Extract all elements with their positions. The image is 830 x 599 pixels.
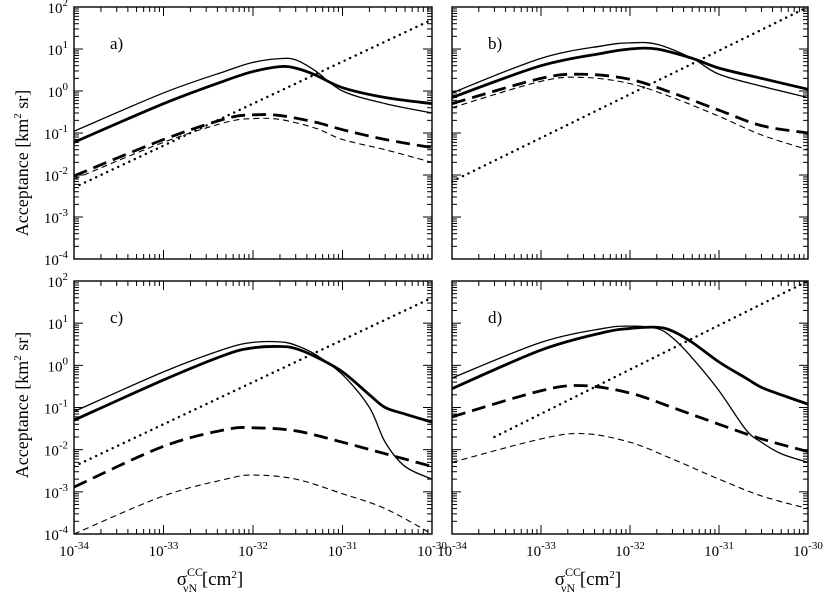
series-thin-solid bbox=[452, 41, 808, 99]
plot-frame bbox=[73, 6, 433, 260]
plot-frame bbox=[451, 280, 809, 535]
series-thin-dashed bbox=[452, 432, 808, 510]
y-tick-label: 10-1 bbox=[44, 123, 68, 143]
y-tick-label: 10-4 bbox=[44, 249, 69, 269]
series-group bbox=[452, 281, 808, 510]
series-dotted bbox=[74, 296, 432, 468]
y-tick-label: 102 bbox=[48, 0, 69, 17]
y-tick-label: 100 bbox=[48, 81, 69, 101]
series-thin-dashed bbox=[74, 117, 432, 180]
y-axis-label-top: Acceptance [km2 sr] bbox=[12, 90, 32, 236]
x-tick-label: 10-32 bbox=[615, 540, 645, 560]
y-tick-label: 102 bbox=[48, 271, 69, 291]
y-tick-label: 10-3 bbox=[44, 482, 69, 502]
y-tick-label: 10-1 bbox=[44, 398, 68, 418]
y-tick-label: 10-4 bbox=[44, 524, 69, 544]
x-axis-label-left: σCC νN [cm2] bbox=[177, 565, 243, 595]
series-thin-dashed bbox=[452, 76, 808, 151]
x-axis-label-right: σCC νN [cm2] bbox=[555, 565, 621, 595]
x-tick-label: 10-34 bbox=[59, 540, 89, 560]
x-tick-label: 10-32 bbox=[238, 540, 268, 560]
series-thick-dashed bbox=[452, 384, 808, 453]
plot-frame bbox=[451, 6, 809, 260]
plot-frame bbox=[73, 280, 433, 535]
axis-ticks bbox=[451, 281, 808, 535]
y-tick-label: 101 bbox=[48, 39, 69, 59]
panel-d: d) 10-34 10-33 10-32 10-31 10-30 bbox=[437, 280, 823, 560]
y-axis-label-bottom: Acceptance [km2 sr] bbox=[12, 332, 32, 478]
series-thick-solid bbox=[74, 65, 432, 144]
series-thick-dashed bbox=[74, 113, 432, 178]
series-dotted bbox=[493, 281, 808, 439]
axis-ticks bbox=[73, 281, 432, 535]
panel-label: c) bbox=[110, 308, 123, 327]
series-thick-solid bbox=[452, 325, 808, 406]
panel-a: a) 102 101 100 10-1 10-2 10-3 10-4 bbox=[44, 0, 433, 269]
x-tick-label: 10-30 bbox=[793, 540, 823, 560]
y-tick-label: 100 bbox=[48, 355, 69, 375]
x-tick-label: 10-33 bbox=[149, 540, 179, 560]
x-tick-label: 10-34 bbox=[437, 540, 467, 560]
series-group bbox=[74, 18, 432, 189]
series-thick-dashed bbox=[74, 426, 432, 489]
series-thin-solid bbox=[74, 57, 432, 132]
panel-label: a) bbox=[110, 34, 123, 53]
series-group bbox=[74, 296, 432, 534]
panel-label: b) bbox=[488, 34, 502, 53]
y-tick-label: 10-2 bbox=[44, 165, 68, 185]
series-thick-solid bbox=[452, 46, 808, 99]
series-thick-dashed bbox=[452, 72, 808, 135]
y-tick-label: 101 bbox=[48, 313, 69, 333]
axis-ticks bbox=[73, 7, 432, 260]
y-tick-label: 10-3 bbox=[44, 207, 69, 227]
x-tick-label: 10-33 bbox=[526, 540, 556, 560]
axis-ticks bbox=[451, 7, 808, 260]
x-tick-label: 10-31 bbox=[704, 540, 734, 560]
panel-c: c) 102 101 100 10-1 10-2 10-3 10-410-34 10-33 10-… bbox=[44, 271, 447, 560]
series-thin-solid bbox=[74, 340, 432, 480]
panel-b: b) bbox=[451, 6, 809, 260]
series-dotted bbox=[74, 18, 432, 189]
series-thick-solid bbox=[74, 345, 432, 424]
series-thin-dashed bbox=[74, 474, 432, 534]
x-tick-label: 10-31 bbox=[328, 540, 358, 560]
y-tick-label: 10-2 bbox=[44, 440, 68, 460]
x-tick-label: 10-30 bbox=[417, 540, 447, 560]
series-dotted bbox=[452, 7, 808, 183]
series-group bbox=[452, 7, 808, 183]
panel-label: d) bbox=[488, 308, 502, 327]
